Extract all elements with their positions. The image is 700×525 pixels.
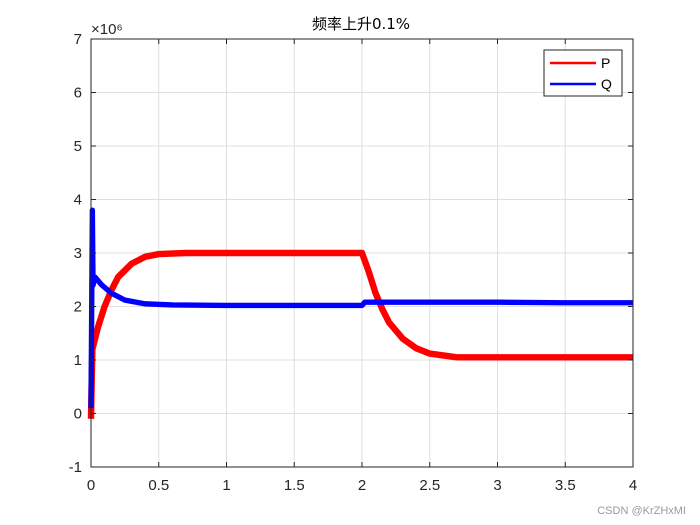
plot-area: 0 0.5 1 1.5 2 2.5 3 3.5 4 -1 0 1 2 3 4 5 6 7 [69, 31, 638, 494]
x-tick-label: 2.5 [419, 477, 440, 494]
chart-title: 频率上升0.1% [312, 15, 410, 33]
legend-box [543, 49, 623, 97]
x-tick-label: 4 [629, 477, 637, 494]
y-axis-exponent-label: ×10⁶ [91, 21, 123, 38]
series-line-p [87, 249, 633, 419]
x-tick-label: 1.5 [284, 477, 305, 494]
y-tick-label: 0 [74, 406, 82, 423]
y-tick-label: 3 [74, 245, 82, 262]
y-tick-label: 5 [74, 138, 82, 155]
x-tick-label: 3.5 [555, 477, 576, 494]
legend-label-p: P [601, 55, 610, 71]
x-tick-label: 0 [87, 477, 95, 494]
watermark: CSDN @KrZHxMI [597, 505, 686, 517]
y-tick-label: 2 [74, 299, 82, 316]
y-tick-label: 4 [74, 192, 82, 209]
x-tick-label: 0.5 [148, 477, 169, 494]
y-tick-label: -1 [69, 459, 82, 476]
x-tick-label: 2 [358, 477, 366, 494]
x-tick-label: 3 [493, 477, 501, 494]
series-line-q [88, 207, 633, 409]
y-tick-label: 7 [74, 31, 82, 48]
y-tick-label: 1 [74, 352, 82, 369]
legend-label-q: Q [601, 76, 612, 92]
x-tick-label: 1 [222, 477, 230, 494]
y-tick-label: 6 [74, 85, 82, 102]
legend: PQ [543, 49, 623, 97]
